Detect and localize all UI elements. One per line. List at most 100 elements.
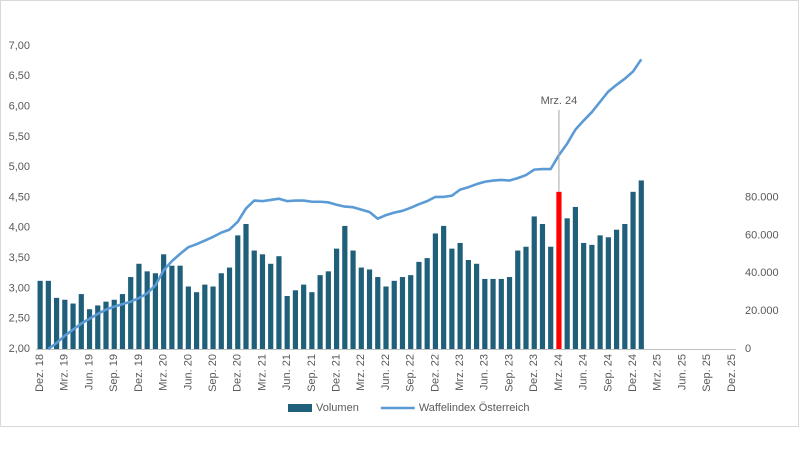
- y2-tick-label: 60.000: [745, 229, 779, 241]
- x-tick-label: Dez. 18: [34, 354, 46, 392]
- legend-label: Waffelindex Österreich: [419, 402, 530, 414]
- y2-tick-label: 40.000: [745, 267, 779, 279]
- y-tick-label: 4,00: [9, 222, 30, 234]
- bar: [284, 295, 290, 349]
- bar: [424, 258, 430, 349]
- x-tick-label: Sep. 24: [602, 354, 614, 392]
- bar: [333, 248, 340, 349]
- x-tick-label: Jun. 19: [83, 354, 95, 390]
- x-tick-label: Sep. 22: [405, 354, 417, 392]
- bar: [210, 286, 216, 349]
- bar: [119, 294, 126, 349]
- bar: [78, 294, 84, 349]
- bar: [630, 191, 636, 349]
- bar: [136, 263, 142, 349]
- bar: [523, 246, 529, 349]
- bar: [62, 299, 68, 349]
- x-tick-label: Mrz. 21: [256, 354, 268, 391]
- bar: [128, 277, 134, 349]
- x-tick-label: Dez. 23: [528, 354, 540, 392]
- x-tick-label: Dez. 24: [627, 354, 639, 392]
- y-tick-label: 5,00: [9, 161, 30, 173]
- y-tick-label: 3,00: [9, 282, 30, 294]
- bar: [301, 284, 307, 349]
- x-tick-label: Jun. 22: [380, 354, 392, 390]
- bar: [185, 286, 191, 349]
- bar: [86, 309, 93, 349]
- legend-swatch: [288, 404, 312, 412]
- x-tick-label: Mrz. 20: [158, 354, 170, 391]
- bar: [144, 271, 150, 349]
- bar: [638, 180, 644, 349]
- bar: [473, 263, 480, 349]
- x-tick-label: Dez. 19: [133, 354, 145, 392]
- bar: [482, 278, 488, 349]
- bar: [226, 267, 233, 349]
- y2-tick-label: 80.000: [745, 191, 779, 203]
- bar: [243, 224, 249, 349]
- bar: [613, 229, 620, 349]
- bar: [309, 292, 315, 349]
- bar: [202, 284, 208, 349]
- bar: [622, 224, 628, 349]
- bar: [432, 233, 439, 349]
- bar: [251, 250, 257, 349]
- bar: [581, 242, 587, 349]
- bar: [605, 237, 611, 349]
- bar: [399, 277, 406, 349]
- y2-tick-label: 0: [745, 343, 751, 355]
- y-tick-label: 3,50: [9, 252, 30, 264]
- x-tick-label: Mrz. 24: [553, 354, 565, 391]
- x-tick-label: Dez. 25: [726, 354, 738, 392]
- y-tick-label: 7,00: [9, 40, 30, 52]
- x-tick-label: Dez. 22: [429, 354, 441, 392]
- x-tick-label: Sep. 20: [207, 354, 219, 392]
- bar: [358, 267, 364, 349]
- y-tick-label: 2,00: [9, 343, 30, 355]
- bar: [572, 206, 579, 349]
- bar: [531, 216, 537, 349]
- x-tick-label: Jun. 23: [479, 354, 491, 390]
- bar: [95, 305, 101, 349]
- bar: [366, 269, 373, 349]
- x-tick-label: Jun. 20: [182, 354, 194, 390]
- bar: [268, 263, 274, 349]
- x-tick-label: Mrz. 19: [59, 354, 71, 391]
- x-tick-label: Sep. 19: [108, 354, 120, 392]
- bar: [416, 261, 422, 349]
- x-tick-label: Sep. 21: [306, 354, 318, 392]
- x-tick-label: Mrz. 22: [355, 354, 367, 391]
- bar: [539, 224, 546, 349]
- bar: [177, 265, 183, 349]
- bar: [391, 280, 397, 349]
- x-tick-label: Sep. 25: [701, 354, 713, 392]
- bar: [465, 259, 471, 349]
- x-tick-label: Dez. 21: [330, 354, 342, 392]
- bar: [152, 273, 159, 349]
- y-tick-label: 2,50: [9, 313, 30, 325]
- bar: [161, 254, 167, 349]
- bar: [350, 250, 356, 349]
- bar: [515, 250, 521, 349]
- bar: [259, 254, 266, 349]
- y-tick-label: 4,50: [9, 191, 30, 203]
- bar: [37, 280, 43, 349]
- bar: [498, 278, 504, 349]
- bar: [449, 248, 455, 349]
- x-tick-label: Jun. 21: [281, 354, 293, 390]
- bar: [70, 303, 76, 349]
- bar: [589, 244, 595, 349]
- bar: [564, 218, 570, 349]
- annotation: Mrz. 24: [541, 95, 578, 107]
- bar: [169, 265, 175, 349]
- x-tick-label: Jun. 24: [578, 354, 590, 390]
- chart-border: [0, 0, 799, 427]
- x-tick-label: Mrz. 25: [652, 354, 664, 391]
- bar: [292, 290, 299, 349]
- y-tick-label: 5,50: [9, 131, 30, 143]
- bar: [317, 275, 323, 349]
- bar: [408, 275, 414, 349]
- x-tick-label: Jun. 25: [676, 354, 688, 390]
- legend-label: Volumen: [316, 402, 359, 414]
- bar: [556, 191, 562, 349]
